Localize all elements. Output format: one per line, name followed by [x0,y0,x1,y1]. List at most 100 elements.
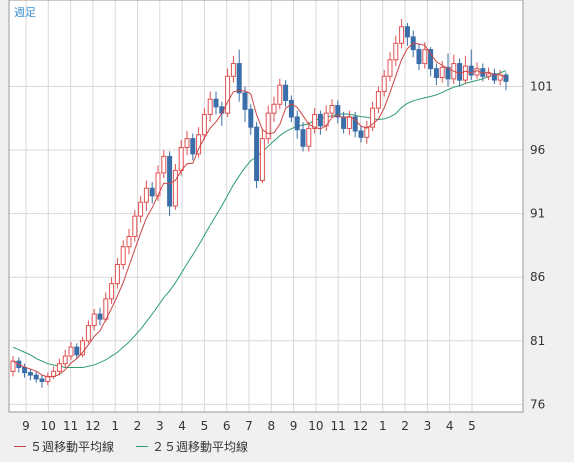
candle-body [399,26,405,44]
candle-body [439,66,445,79]
x-tick-label: 2 [134,419,142,433]
candle-body [283,84,289,101]
candle-body [341,116,347,129]
candle-body [22,366,28,374]
x-tick-label: 11 [331,419,346,433]
candle-body [491,73,497,81]
candle-body [33,374,39,380]
candle-body [503,74,509,82]
y-tick-label: 81 [530,334,545,348]
x-tick-label: 9 [290,419,298,433]
x-tick-label: 12 [353,419,368,433]
candle-body [416,49,422,65]
candle-body [457,63,463,81]
candle-body [312,113,318,129]
candle-body [68,346,74,357]
y-tick-label: 76 [530,397,545,411]
candle-body [230,63,236,77]
candle-body [300,129,306,147]
candle-body [207,98,213,115]
candle-body [120,246,126,265]
candle-body [167,155,173,207]
candle-body [306,127,312,147]
ma5-line [12,42,507,378]
candle-body [445,66,451,80]
y-tick-label: 86 [530,270,545,284]
candle-body [381,75,387,93]
candle-body [201,113,207,136]
grid-lines [9,0,523,412]
candle-body [196,134,202,155]
candle-body [62,355,68,365]
candle-body [271,103,277,114]
candle-body [329,105,335,114]
candle-body [225,75,231,114]
candle-body [85,325,91,342]
candle-body [422,49,428,65]
period-label: 週足 [14,6,36,19]
x-tick-label: 3 [156,419,164,433]
candle-body [294,116,300,131]
candle-body [404,26,410,38]
candle-body [370,107,376,128]
candle-body [143,187,149,203]
candle-body [352,116,358,132]
y-tick-label: 96 [530,143,545,157]
candle-body [259,138,265,182]
x-tick-label: 7 [245,419,253,433]
candle-body [74,346,80,356]
candle-body [80,340,86,356]
candle-body [178,147,184,171]
candle-body [27,372,33,376]
x-tick-label: 12 [85,419,100,433]
x-tick-label: 9 [22,419,30,433]
candle-body [149,187,155,197]
y-tick-label: 91 [530,207,545,221]
legend-swatch-ma25 [136,446,149,447]
x-tick-label: 10 [308,419,323,433]
candle-body [184,138,190,149]
candle-body [288,99,294,118]
candle-body [10,360,16,372]
candle-body [393,42,399,61]
y-tick-labels: 76 81 86 91 96 101 [530,79,553,411]
x-tick-label: 10 [41,419,56,433]
candle-body [161,155,167,174]
candle-body [358,130,364,138]
candle-body [254,126,260,182]
candle-body [433,68,439,79]
x-tick-labels: 9 10 11 12 1 2 3 4 5 6 7 8 9 10 11 12 1 2 3 4 5 [22,419,476,433]
candle-body [387,59,393,77]
x-tick-label: 4 [178,419,186,433]
x-tick-label: 11 [63,419,78,433]
candle-body [462,65,468,81]
candle-body [248,108,254,128]
ma5-layer [12,42,507,378]
ma25-line [12,70,507,368]
plot-border [8,0,524,413]
candle-body [132,215,138,238]
legend-item-ma25: ２５週移動平均線 [136,438,248,455]
candle-body [346,116,352,129]
candle-body [91,313,97,327]
legend-item-ma5: ５週移動平均線 [14,438,114,455]
x-tick-label: 2 [401,419,409,433]
candle-body [172,169,178,207]
x-tick-label: 3 [424,419,432,433]
candle-body [213,98,219,108]
candle-body [56,363,62,372]
plot-area [9,0,523,412]
candle-body [428,49,434,70]
candle-body [277,84,283,105]
candle-body [138,201,144,217]
candle-body [109,283,115,300]
legend-swatch-ma5 [14,446,26,447]
candle-body [375,91,381,109]
candle-body [242,92,248,110]
candle-body [468,65,474,76]
x-tick-label: 6 [223,419,231,433]
x-tick-label: 1 [379,419,387,433]
legend: ５週移動平均線 ２５週移動平均線 [14,438,248,455]
ma25-layer [12,70,507,368]
